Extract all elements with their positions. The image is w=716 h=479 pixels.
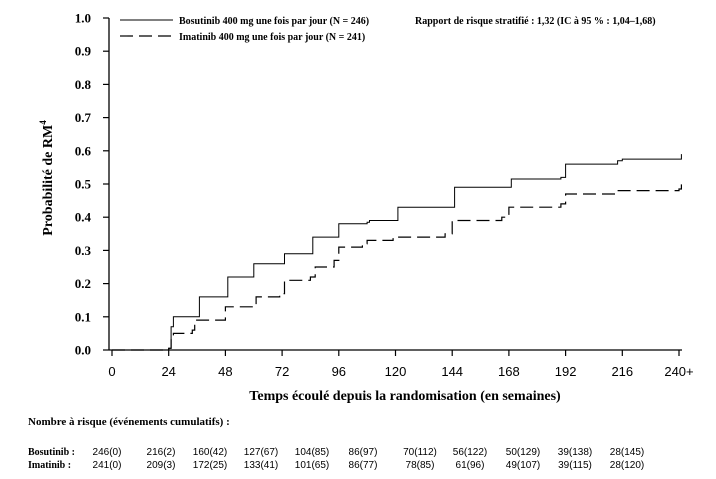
x-tick-label: 72 xyxy=(275,364,289,379)
y-tick-label: 0.2 xyxy=(75,276,91,291)
risk-cell: 28(145) xyxy=(610,447,644,458)
risk-cell: 101(65) xyxy=(295,460,329,471)
y-tick-label: 0.1 xyxy=(75,309,91,324)
x-tick-label: 168 xyxy=(498,364,520,379)
risk-row-label-bosutinib: Bosutinib : xyxy=(28,447,75,458)
x-tick-label: 192 xyxy=(555,364,577,379)
x-tick-label: 120 xyxy=(385,364,407,379)
legend-label-bosutinib: Bosutinib 400 mg une fois par jour (N = … xyxy=(179,16,369,27)
y-tick-label: 0.8 xyxy=(75,77,92,92)
x-tick-label: 0 xyxy=(108,364,115,379)
risk-table: Nombre à risque (événements cumulatifs) … xyxy=(28,416,644,471)
y-tick-label: 1.0 xyxy=(75,11,91,26)
risk-cell: 61(96) xyxy=(456,460,485,471)
risk-cells: 246(0) 216(2) 160(42) 127(67) 104(85) 86(97) 7… xyxy=(93,447,645,471)
risk-cell: 241(0) xyxy=(93,460,122,471)
x-tick-label: 48 xyxy=(218,364,232,379)
y-tick-label: 0.9 xyxy=(75,44,92,59)
series-line-bosutinib xyxy=(112,154,682,351)
y-tick-label: 0.4 xyxy=(75,210,92,225)
x-tick-label: 216 xyxy=(611,364,633,379)
risk-cell: 39(138) xyxy=(558,447,592,458)
x-axis-title: Temps écoulé depuis la randomisation (en… xyxy=(249,389,561,404)
y-tick-label: 0.6 xyxy=(75,143,92,158)
y-tick-label: 0.5 xyxy=(75,177,92,192)
risk-table-title: Nombre à risque (événements cumulatifs) … xyxy=(28,416,230,428)
risk-cell: 160(42) xyxy=(193,447,227,458)
x-tick-label: 96 xyxy=(332,364,346,379)
hazard-ratio-annotation: Rapport de risque stratifié : 1,32 (IC à… xyxy=(415,16,656,27)
x-tick-label: 144 xyxy=(441,364,463,379)
series-layer xyxy=(112,154,682,351)
y-ticks: 0.0 0.1 0.2 0.3 0.4 0.5 0.6 0.7 0.8 0.9 1.0 xyxy=(75,11,109,358)
risk-cell: 50(129) xyxy=(506,447,540,458)
risk-cell: 39(115) xyxy=(558,460,592,471)
risk-cell: 246(0) xyxy=(93,447,122,458)
y-axis-title-superscript: 4 xyxy=(38,120,48,125)
risk-cell: 70(112) xyxy=(403,447,437,458)
risk-cell: 216(2) xyxy=(147,447,176,458)
y-axis-title: Probabilité de RM4 xyxy=(38,120,56,236)
risk-cell: 127(67) xyxy=(244,447,278,458)
risk-cell: 28(120) xyxy=(610,460,644,471)
risk-cell: 86(97) xyxy=(349,447,378,458)
legend-label-imatinib: Imatinib 400 mg une fois par jour (N = 2… xyxy=(179,32,365,43)
risk-row-label-imatinib: Imatinib : xyxy=(28,460,71,471)
risk-cell: 104(85) xyxy=(295,447,329,458)
risk-cell: 133(41) xyxy=(244,460,278,471)
axes xyxy=(108,18,682,351)
risk-cell: 172(25) xyxy=(193,460,227,471)
y-tick-label: 0.3 xyxy=(75,243,92,258)
y-tick-label: 0.0 xyxy=(75,343,91,358)
risk-cell: 56(122) xyxy=(453,447,487,458)
series-line-imatinib xyxy=(112,184,682,351)
x-ticks: 0 24 48 72 96 120 144 168 192 216 240+ xyxy=(108,350,694,379)
risk-cell: 86(77) xyxy=(349,460,378,471)
risk-cell: 78(85) xyxy=(406,460,435,471)
y-tick-label: 0.7 xyxy=(75,110,92,125)
x-tick-label: 24 xyxy=(161,364,175,379)
x-tick-label: 240+ xyxy=(664,364,693,379)
risk-cell: 209(3) xyxy=(147,460,176,471)
risk-cell: 49(107) xyxy=(506,460,540,471)
legend: Bosutinib 400 mg une fois par jour (N = … xyxy=(120,16,369,43)
